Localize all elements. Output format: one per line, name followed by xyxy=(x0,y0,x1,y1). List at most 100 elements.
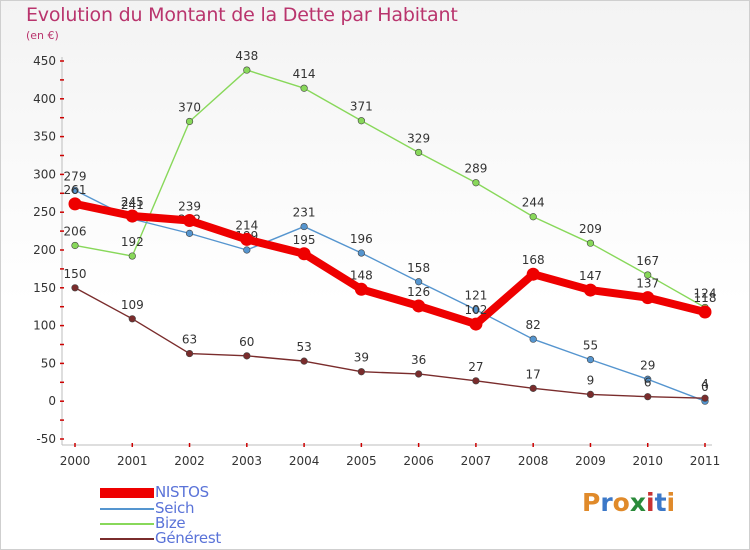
y-tick-label: 150 xyxy=(33,281,56,295)
x-tick-label: 2011 xyxy=(690,454,721,468)
x-tick-label: 2008 xyxy=(518,454,549,468)
y-tick-label: 450 xyxy=(33,54,56,68)
data-label-generest: 6 xyxy=(644,376,652,390)
data-point-nistos xyxy=(297,247,311,261)
data-label-nistos: 261 xyxy=(64,183,87,197)
data-label-bize: 167 xyxy=(636,254,659,268)
data-point-bize xyxy=(128,252,136,260)
data-point-seich xyxy=(472,306,480,314)
data-point-bize xyxy=(357,117,365,125)
y-tick-label: 350 xyxy=(33,130,56,144)
data-label-seich: 121 xyxy=(464,289,487,303)
data-label-seich: 231 xyxy=(293,206,316,220)
logo-letter: i xyxy=(646,488,655,517)
legend-label-bize: Bize xyxy=(155,514,186,532)
series-line-bize xyxy=(74,69,706,309)
data-label-bize: 371 xyxy=(350,100,373,114)
legend-swatch-generest xyxy=(100,537,154,540)
data-label-nistos: 168 xyxy=(522,253,545,267)
data-label-nistos: 245 xyxy=(121,195,144,209)
y-tick-label: -50 xyxy=(36,432,56,446)
y-tick-label: 0 xyxy=(48,394,56,408)
data-label-seich: 82 xyxy=(526,318,541,332)
data-label-bize: 124 xyxy=(694,286,717,300)
data-label-nistos: 214 xyxy=(235,218,258,232)
proxiti-logo: Proxiti xyxy=(582,488,675,517)
legend-swatch-seich xyxy=(100,507,154,510)
data-label-seich: 279 xyxy=(64,169,87,183)
data-label-seich: 29 xyxy=(640,358,655,372)
y-tick-label: 250 xyxy=(33,205,56,219)
data-point-seich xyxy=(357,249,365,257)
data-label-nistos: 148 xyxy=(350,268,373,282)
chart-unit: (en €) xyxy=(26,29,59,42)
data-label-generest: 150 xyxy=(64,267,87,281)
data-point-nistos xyxy=(354,282,368,296)
y-tick-label: 300 xyxy=(33,167,56,181)
data-label-generest: 4 xyxy=(701,377,709,391)
data-point-generest xyxy=(415,370,423,378)
data-label-nistos: 102 xyxy=(464,303,487,317)
data-label-generest: 63 xyxy=(182,333,197,347)
data-point-generest xyxy=(185,349,194,358)
data-point-generest xyxy=(300,357,308,365)
logo-letter: x xyxy=(629,488,646,517)
data-point-generest xyxy=(128,315,136,323)
legend-label-seich: Seich xyxy=(155,499,195,517)
data-label-generest: 27 xyxy=(468,360,483,374)
legend-item-generest: Générest xyxy=(100,531,221,546)
logo-letter: i xyxy=(666,488,676,517)
data-point-nistos xyxy=(698,305,712,319)
x-tick-label: 2001 xyxy=(117,454,148,468)
data-label-generest: 109 xyxy=(121,298,144,312)
data-point-bize xyxy=(529,213,537,221)
x-tick-label: 2003 xyxy=(232,454,263,468)
data-point-seich xyxy=(586,356,595,364)
data-label-seich: 0 xyxy=(701,380,709,394)
data-point-seich xyxy=(529,335,537,343)
data-label-nistos: 195 xyxy=(293,233,316,247)
series-line-seich xyxy=(74,189,706,402)
data-point-bize xyxy=(472,179,480,187)
chart-title: Evolution du Montant de la Dette par Hab… xyxy=(26,4,458,26)
data-point-bize xyxy=(243,66,251,74)
data-point-bize xyxy=(415,148,423,157)
x-tick-label: 2002 xyxy=(174,454,205,468)
series-line-generest xyxy=(74,287,706,399)
data-point-nistos xyxy=(183,214,197,228)
data-point-seich xyxy=(71,186,79,194)
data-label-nistos: 137 xyxy=(636,277,659,291)
data-label-seich: 241 xyxy=(121,198,144,212)
data-label-nistos: 239 xyxy=(178,200,201,214)
x-tick-label: 2004 xyxy=(289,454,320,468)
data-label-generest: 60 xyxy=(239,335,254,349)
logo-letter: P xyxy=(582,488,601,517)
data-point-generest xyxy=(472,377,480,385)
data-label-bize: 370 xyxy=(178,100,201,114)
data-point-bize xyxy=(71,241,79,250)
legend-swatch-bize xyxy=(100,522,154,525)
data-point-seich xyxy=(243,246,251,254)
y-tick-label: 50 xyxy=(41,356,56,370)
data-point-nistos xyxy=(526,267,540,281)
data-point-nistos xyxy=(412,299,426,313)
x-tick-label: 2006 xyxy=(403,454,434,468)
data-label-seich: 196 xyxy=(350,232,373,246)
legend-swatch-nistos xyxy=(100,487,154,498)
data-label-generest: 9 xyxy=(587,373,595,387)
data-label-generest: 39 xyxy=(354,351,369,365)
data-label-nistos: 126 xyxy=(407,285,430,299)
logo-letter: o xyxy=(612,488,630,517)
x-tick-label: 2005 xyxy=(346,454,377,468)
data-label-bize: 329 xyxy=(407,131,430,145)
y-tick-label: 100 xyxy=(33,319,56,333)
data-label-generest: 17 xyxy=(526,367,541,381)
data-point-nistos xyxy=(469,317,483,331)
data-point-bize xyxy=(644,271,652,279)
data-point-nistos xyxy=(240,232,254,246)
data-point-generest xyxy=(586,390,595,398)
data-point-generest xyxy=(644,393,652,401)
data-label-bize: 209 xyxy=(579,222,602,236)
